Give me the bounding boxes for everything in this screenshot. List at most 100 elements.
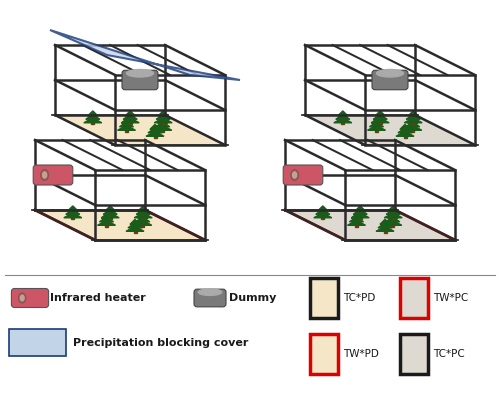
- Polygon shape: [156, 114, 170, 119]
- Polygon shape: [121, 118, 139, 123]
- Polygon shape: [84, 118, 102, 123]
- Text: TW*PC: TW*PC: [433, 293, 468, 303]
- Bar: [142, 224, 144, 226]
- Bar: [412, 121, 414, 124]
- Polygon shape: [355, 206, 365, 211]
- Ellipse shape: [126, 70, 154, 77]
- Polygon shape: [372, 118, 382, 123]
- Polygon shape: [404, 125, 422, 130]
- Polygon shape: [154, 125, 172, 130]
- Polygon shape: [406, 114, 420, 119]
- Bar: [404, 135, 406, 138]
- Bar: [400, 334, 428, 374]
- Bar: [154, 135, 156, 138]
- Polygon shape: [138, 206, 148, 211]
- Bar: [378, 121, 382, 124]
- Bar: [310, 334, 338, 374]
- Polygon shape: [120, 122, 134, 127]
- Bar: [358, 216, 362, 219]
- Ellipse shape: [292, 172, 296, 178]
- Polygon shape: [86, 114, 100, 119]
- Polygon shape: [305, 115, 475, 145]
- Polygon shape: [351, 213, 369, 218]
- Polygon shape: [318, 206, 328, 211]
- Polygon shape: [130, 220, 140, 224]
- Bar: [125, 129, 128, 132]
- Polygon shape: [352, 214, 362, 218]
- Polygon shape: [136, 217, 150, 222]
- Polygon shape: [118, 125, 136, 130]
- FancyBboxPatch shape: [9, 329, 66, 356]
- Polygon shape: [336, 114, 350, 119]
- Polygon shape: [388, 214, 398, 218]
- Polygon shape: [154, 118, 172, 123]
- Polygon shape: [386, 217, 400, 222]
- Text: TC*PC: TC*PC: [433, 349, 465, 359]
- Bar: [162, 121, 164, 124]
- FancyBboxPatch shape: [12, 288, 49, 308]
- Polygon shape: [371, 118, 389, 123]
- Polygon shape: [158, 111, 168, 116]
- Polygon shape: [102, 214, 112, 218]
- Polygon shape: [408, 118, 418, 123]
- Polygon shape: [123, 114, 137, 119]
- Ellipse shape: [291, 170, 298, 180]
- Polygon shape: [348, 220, 366, 225]
- Polygon shape: [122, 118, 132, 123]
- Text: TW*PD: TW*PD: [343, 349, 379, 359]
- Polygon shape: [400, 124, 410, 129]
- Bar: [92, 121, 94, 124]
- Ellipse shape: [18, 293, 26, 303]
- Bar: [355, 224, 358, 226]
- Polygon shape: [353, 209, 367, 214]
- Bar: [105, 224, 108, 226]
- Bar: [134, 230, 136, 232]
- Polygon shape: [68, 206, 78, 211]
- Polygon shape: [314, 213, 332, 218]
- Polygon shape: [156, 122, 170, 127]
- Polygon shape: [134, 213, 152, 218]
- Polygon shape: [370, 122, 384, 127]
- Bar: [162, 129, 164, 132]
- Polygon shape: [125, 111, 135, 116]
- Polygon shape: [285, 210, 455, 240]
- Polygon shape: [376, 226, 394, 231]
- Polygon shape: [368, 125, 386, 130]
- FancyBboxPatch shape: [33, 165, 73, 185]
- Bar: [142, 216, 144, 219]
- Polygon shape: [101, 213, 119, 218]
- Polygon shape: [375, 111, 385, 116]
- Bar: [342, 121, 344, 124]
- Polygon shape: [105, 206, 115, 211]
- Polygon shape: [55, 115, 225, 145]
- Bar: [310, 278, 338, 318]
- Polygon shape: [126, 226, 144, 231]
- Polygon shape: [146, 131, 164, 136]
- Polygon shape: [404, 118, 422, 123]
- Polygon shape: [406, 122, 420, 127]
- Ellipse shape: [20, 295, 24, 301]
- Bar: [400, 278, 428, 318]
- Polygon shape: [338, 111, 348, 116]
- Polygon shape: [136, 209, 150, 214]
- Text: Dummy: Dummy: [229, 293, 276, 303]
- Polygon shape: [384, 220, 402, 225]
- Polygon shape: [398, 128, 412, 133]
- Bar: [412, 129, 414, 132]
- Ellipse shape: [41, 170, 48, 180]
- Bar: [392, 224, 394, 226]
- Polygon shape: [138, 214, 148, 218]
- Polygon shape: [98, 220, 116, 225]
- Polygon shape: [35, 210, 205, 240]
- Ellipse shape: [42, 172, 46, 178]
- Polygon shape: [134, 220, 152, 225]
- Bar: [72, 216, 74, 219]
- Bar: [108, 216, 112, 219]
- Polygon shape: [373, 114, 387, 119]
- Polygon shape: [50, 30, 240, 80]
- Polygon shape: [148, 128, 162, 133]
- Polygon shape: [88, 111, 98, 116]
- Polygon shape: [380, 220, 390, 224]
- Polygon shape: [334, 118, 352, 123]
- Polygon shape: [150, 124, 160, 129]
